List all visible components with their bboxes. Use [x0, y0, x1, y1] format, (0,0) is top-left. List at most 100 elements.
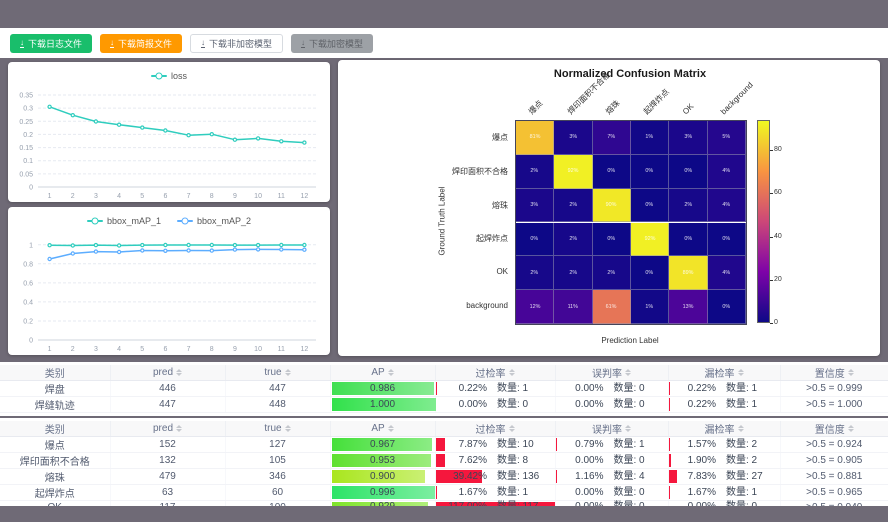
cell-pred: 447: [110, 396, 226, 413]
cm-cell-2-1: 2%: [554, 188, 593, 223]
sort-icon[interactable]: [387, 369, 394, 376]
cm-cell-value: 4%: [722, 168, 731, 174]
download-icon: ↓: [301, 37, 306, 48]
line-series-icon: [86, 217, 103, 225]
table-row: 爆点 152 127 0.967 7.87% 数量: 10 0.79% 数量: 1 1.57% 数…: [0, 436, 888, 453]
cell-conf: >0.5 = 0.965: [780, 484, 888, 501]
cm-cell-value: 7%: [607, 134, 616, 141]
download-unencrypted-model-button[interactable]: ↓ 下载非加密模型: [190, 33, 284, 53]
rate-bar: [668, 438, 671, 451]
sort-icon[interactable]: [508, 425, 515, 432]
colorbar-tick-mark: [770, 279, 773, 281]
cell-conf: >0.5 = 0.924: [780, 436, 888, 453]
column-header-ap[interactable]: AP: [330, 365, 436, 381]
sort-icon[interactable]: [737, 425, 744, 432]
cm-cell-3-2: 0%: [592, 222, 631, 257]
rate-count: 数量: 10: [497, 438, 534, 450]
cm-cell-value: 4%: [722, 202, 731, 208]
cm-col-label-5: background: [718, 80, 755, 117]
column-header-label: 类别: [0, 421, 111, 437]
sort-icon[interactable]: [176, 425, 182, 432]
column-header-mis[interactable]: 误判率: [555, 421, 669, 437]
column-header-true[interactable]: true: [225, 421, 331, 437]
cm-col-label-4: OK: [680, 101, 695, 117]
cell-mis: 0.00% 数量: 0: [555, 500, 669, 506]
cell-true: 105: [225, 452, 331, 469]
cell-mis: 0.79% 数量: 1: [555, 436, 669, 453]
column-header-ap[interactable]: AP: [330, 421, 436, 437]
column-label: 置信度: [814, 369, 845, 380]
cm-cell-4-3: 0%: [631, 256, 670, 291]
cell-over: 117.00% 数量: 117: [435, 500, 556, 506]
ap-value: 0.900: [369, 470, 396, 482]
cm-cell-value: 81%: [529, 134, 541, 141]
column-header-miss[interactable]: 漏检率: [668, 421, 781, 437]
column-header-miss[interactable]: 漏检率: [668, 365, 781, 381]
sort-icon[interactable]: [284, 425, 291, 432]
cell-true: 100: [225, 500, 331, 506]
svg-text:0.8: 0.8: [23, 261, 33, 268]
sort-icon[interactable]: [847, 425, 854, 432]
rate-percent: 0.00%: [575, 398, 604, 410]
ap-value: 0.996: [369, 486, 396, 498]
cm-row-label-1: 焊印面积不合格: [452, 166, 508, 176]
rate-percent: 7.62%: [458, 454, 487, 466]
download-encrypted-model-button[interactable]: ↓ 下载加密模型: [291, 33, 374, 53]
table-row: 焊印面积不合格 132 105 0.953 7.62% 数量: 8 0.00% 数量: 0 1.…: [0, 452, 888, 469]
cm-cell-value: 0%: [645, 202, 654, 208]
column-header-pred[interactable]: pred: [110, 365, 226, 381]
legend-item-bbox-map-1[interactable]: bbox_mAP_1: [86, 216, 161, 226]
cell-ap: 0.986: [330, 380, 436, 397]
rate-percent: 7.83%: [687, 470, 716, 482]
svg-text:0: 0: [29, 185, 33, 192]
column-header-pred[interactable]: pred: [110, 421, 226, 437]
cm-cell-5-0: 12%: [516, 290, 555, 324]
sort-icon[interactable]: [176, 369, 182, 376]
column-header-true[interactable]: true: [225, 365, 331, 381]
cm-cell-3-0: 0%: [516, 222, 555, 257]
cm-cell-value: 92%: [644, 236, 656, 242]
rate-count: 数量: 2: [726, 454, 758, 466]
colorbar-tick-mark: [770, 323, 773, 324]
svg-text:0.05: 0.05: [19, 171, 33, 178]
rate-count: 数量: 27: [726, 470, 763, 482]
rate-percent: 1.67%: [458, 486, 487, 498]
ap-value: 0.986: [369, 382, 396, 394]
cell-pred: 63: [110, 484, 226, 501]
rate-count: 数量: 0: [613, 454, 645, 466]
cm-cell-value: 2%: [684, 202, 692, 208]
legend-item-loss[interactable]: loss: [150, 71, 187, 81]
cell-conf: >0.5 = 0.999: [780, 380, 888, 397]
column-header-conf[interactable]: 置信度: [780, 365, 888, 381]
toolbar: ↓ 下载日志文件 ↓ 下载简报文件 ↓ 下载非加密模型 ↓ 下载加密模型: [0, 28, 888, 58]
sort-icon[interactable]: [508, 369, 515, 376]
column-header-conf[interactable]: 置信度: [780, 421, 888, 437]
cm-cell-value: 61%: [605, 303, 617, 310]
legend-item-bbox-map-2[interactable]: bbox_mAP_2: [177, 216, 251, 226]
sort-icon[interactable]: [284, 369, 291, 376]
cell-label: OK: [0, 500, 111, 506]
cm-cell-value: 89%: [682, 270, 694, 276]
column-header-mis[interactable]: 误判率: [555, 365, 669, 381]
rate-count: 数量: 0: [613, 382, 645, 394]
cm-row-label-5: background: [466, 301, 508, 311]
sort-icon[interactable]: [625, 369, 631, 376]
sort-icon[interactable]: [847, 369, 854, 376]
sort-icon[interactable]: [387, 425, 394, 432]
column-label: 误判率: [592, 369, 622, 380]
line-series-icon: [150, 72, 167, 80]
ap-value: 0.929: [331, 501, 435, 506]
column-header-over[interactable]: 过检率: [435, 421, 556, 437]
sort-icon[interactable]: [625, 425, 631, 432]
download-report-button[interactable]: ↓ 下载简报文件: [100, 33, 183, 53]
cell-miss: 1.67% 数量: 1: [668, 484, 781, 501]
loss-chart-card: loss 0 0.05 0.1 0.15 0.2 0.25 0.3 0.35 1 2 3 4 5 6 7 8 9…: [8, 62, 330, 202]
download-log-button[interactable]: ↓ 下载日志文件: [10, 33, 93, 53]
column-header-over[interactable]: 过检率: [435, 365, 556, 381]
cm-cell-3-1: 2%: [554, 222, 593, 257]
rate-bar: [435, 502, 555, 506]
table-row: 熔珠 479 346 0.900 39.42% 数量: 136 1.16% 数量: 4 7.83…: [0, 468, 888, 485]
rate-percent: 0.22%: [687, 398, 716, 410]
cell-over: 1.67% 数量: 1: [435, 484, 556, 501]
sort-icon[interactable]: [737, 369, 744, 376]
